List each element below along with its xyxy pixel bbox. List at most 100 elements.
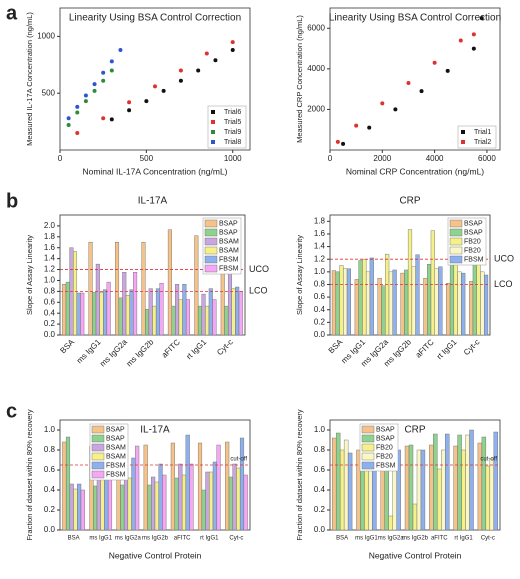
bar <box>331 437 337 531</box>
bar <box>427 264 432 336</box>
point <box>335 139 340 144</box>
bar <box>469 429 474 531</box>
bar <box>364 461 369 531</box>
legend-label: BSAM <box>219 247 239 254</box>
bar <box>201 293 206 336</box>
bar <box>171 305 176 336</box>
bar <box>167 229 172 336</box>
legend-swatch <box>361 425 375 434</box>
point <box>471 32 476 37</box>
x-tick-label: ms IgG2b <box>402 536 429 542</box>
bar <box>396 449 401 531</box>
bar <box>209 471 214 531</box>
legend-swatch <box>204 246 218 255</box>
legend-box <box>89 423 129 481</box>
y-tick-label: 0.2 <box>314 317 326 326</box>
x-axis-label: Nominal CRP Concentration (ng/mL) <box>346 166 484 176</box>
y-tick-label: 0.6 <box>314 292 326 301</box>
bar <box>100 474 105 531</box>
legend-label: Trial5 <box>224 119 241 126</box>
bar <box>481 436 487 531</box>
x-axis-label: Negative Control Protein <box>369 550 462 560</box>
bar <box>181 474 187 531</box>
bar <box>175 284 180 336</box>
chart-title: Linearity Using BSA Control Correction <box>69 13 241 24</box>
bar <box>430 230 435 336</box>
point <box>144 99 149 104</box>
bar <box>185 299 190 336</box>
point <box>479 16 484 21</box>
y-tick-label: 0.2 <box>314 505 326 514</box>
bar <box>143 444 148 531</box>
y-tick-label: 1.8 <box>314 216 326 225</box>
legend-box <box>457 125 497 149</box>
x-tick-label: BSA <box>58 337 76 355</box>
point <box>109 59 114 64</box>
bar <box>453 445 458 531</box>
point <box>178 78 183 83</box>
bar <box>437 468 442 531</box>
y-tick-label: 0.8 <box>44 286 56 295</box>
y-tick-label: 0.4 <box>44 308 56 317</box>
legend-label: FBSM <box>464 256 484 263</box>
y-tick-label: 0.4 <box>314 485 326 494</box>
legend-label: BSAM <box>106 444 126 451</box>
bar <box>483 274 489 336</box>
reference-label: UCO <box>494 254 514 264</box>
legend-swatch <box>449 219 463 228</box>
bar <box>457 434 462 531</box>
y-tick-label: 0.4 <box>44 485 56 494</box>
legend-label: BSAP <box>106 426 125 433</box>
y-tick-label: 1.4 <box>44 254 56 263</box>
x-axis-label: Nominal IL-17A Concentration (ng/mL) <box>82 166 227 176</box>
bar <box>465 434 470 531</box>
bar <box>65 436 71 531</box>
y-tick-label: 0.8 <box>314 280 326 289</box>
legend-label: BSAP <box>464 220 483 227</box>
bar <box>343 268 348 336</box>
bar <box>122 272 127 336</box>
bar <box>404 269 409 336</box>
legend-swatch <box>361 434 375 443</box>
x-tick-label: ms IgG1 <box>355 536 378 542</box>
point <box>92 82 97 87</box>
bar <box>461 272 466 336</box>
legend-swatch <box>211 120 215 124</box>
bar <box>420 449 426 531</box>
legend-swatch <box>204 237 218 246</box>
bar <box>178 463 183 531</box>
legend-swatch <box>461 140 465 144</box>
bar <box>178 299 183 336</box>
x-tick-label: ms IgG2a <box>115 536 142 542</box>
point <box>196 68 201 73</box>
point <box>471 46 476 51</box>
bar <box>235 286 240 336</box>
legend-swatch <box>449 228 463 237</box>
y-tick-label: 1000 <box>37 32 55 41</box>
x-tick-label: 0 <box>58 154 63 163</box>
y-tick-label: 1.6 <box>314 229 326 238</box>
bar <box>73 251 78 336</box>
point <box>101 70 106 75</box>
legend-label: Trial2 <box>474 139 491 146</box>
bar <box>392 269 397 336</box>
bar <box>106 281 111 336</box>
x-tick-label: rt IgG1 <box>435 337 459 361</box>
y-axis-label: Fraction of dataset within 80% recovery <box>25 409 34 541</box>
bar <box>151 476 156 531</box>
plot-frame <box>329 7 501 151</box>
legend-label: Trial1 <box>474 129 491 136</box>
x-tick-label: 500 <box>140 154 154 163</box>
chart-title: CRP <box>399 196 420 207</box>
x-tick-label: aFITC <box>431 536 448 542</box>
bar <box>69 483 74 531</box>
bar <box>489 458 495 531</box>
x-tick-label: Cyt-c <box>462 338 482 358</box>
point <box>341 141 346 146</box>
panel-label: a <box>6 2 18 24</box>
bar <box>384 469 389 531</box>
bar <box>216 444 221 531</box>
bar <box>170 442 175 531</box>
y-tick-label: 0.8 <box>44 445 56 454</box>
x-tick-label: ms IgG1 <box>89 536 112 542</box>
